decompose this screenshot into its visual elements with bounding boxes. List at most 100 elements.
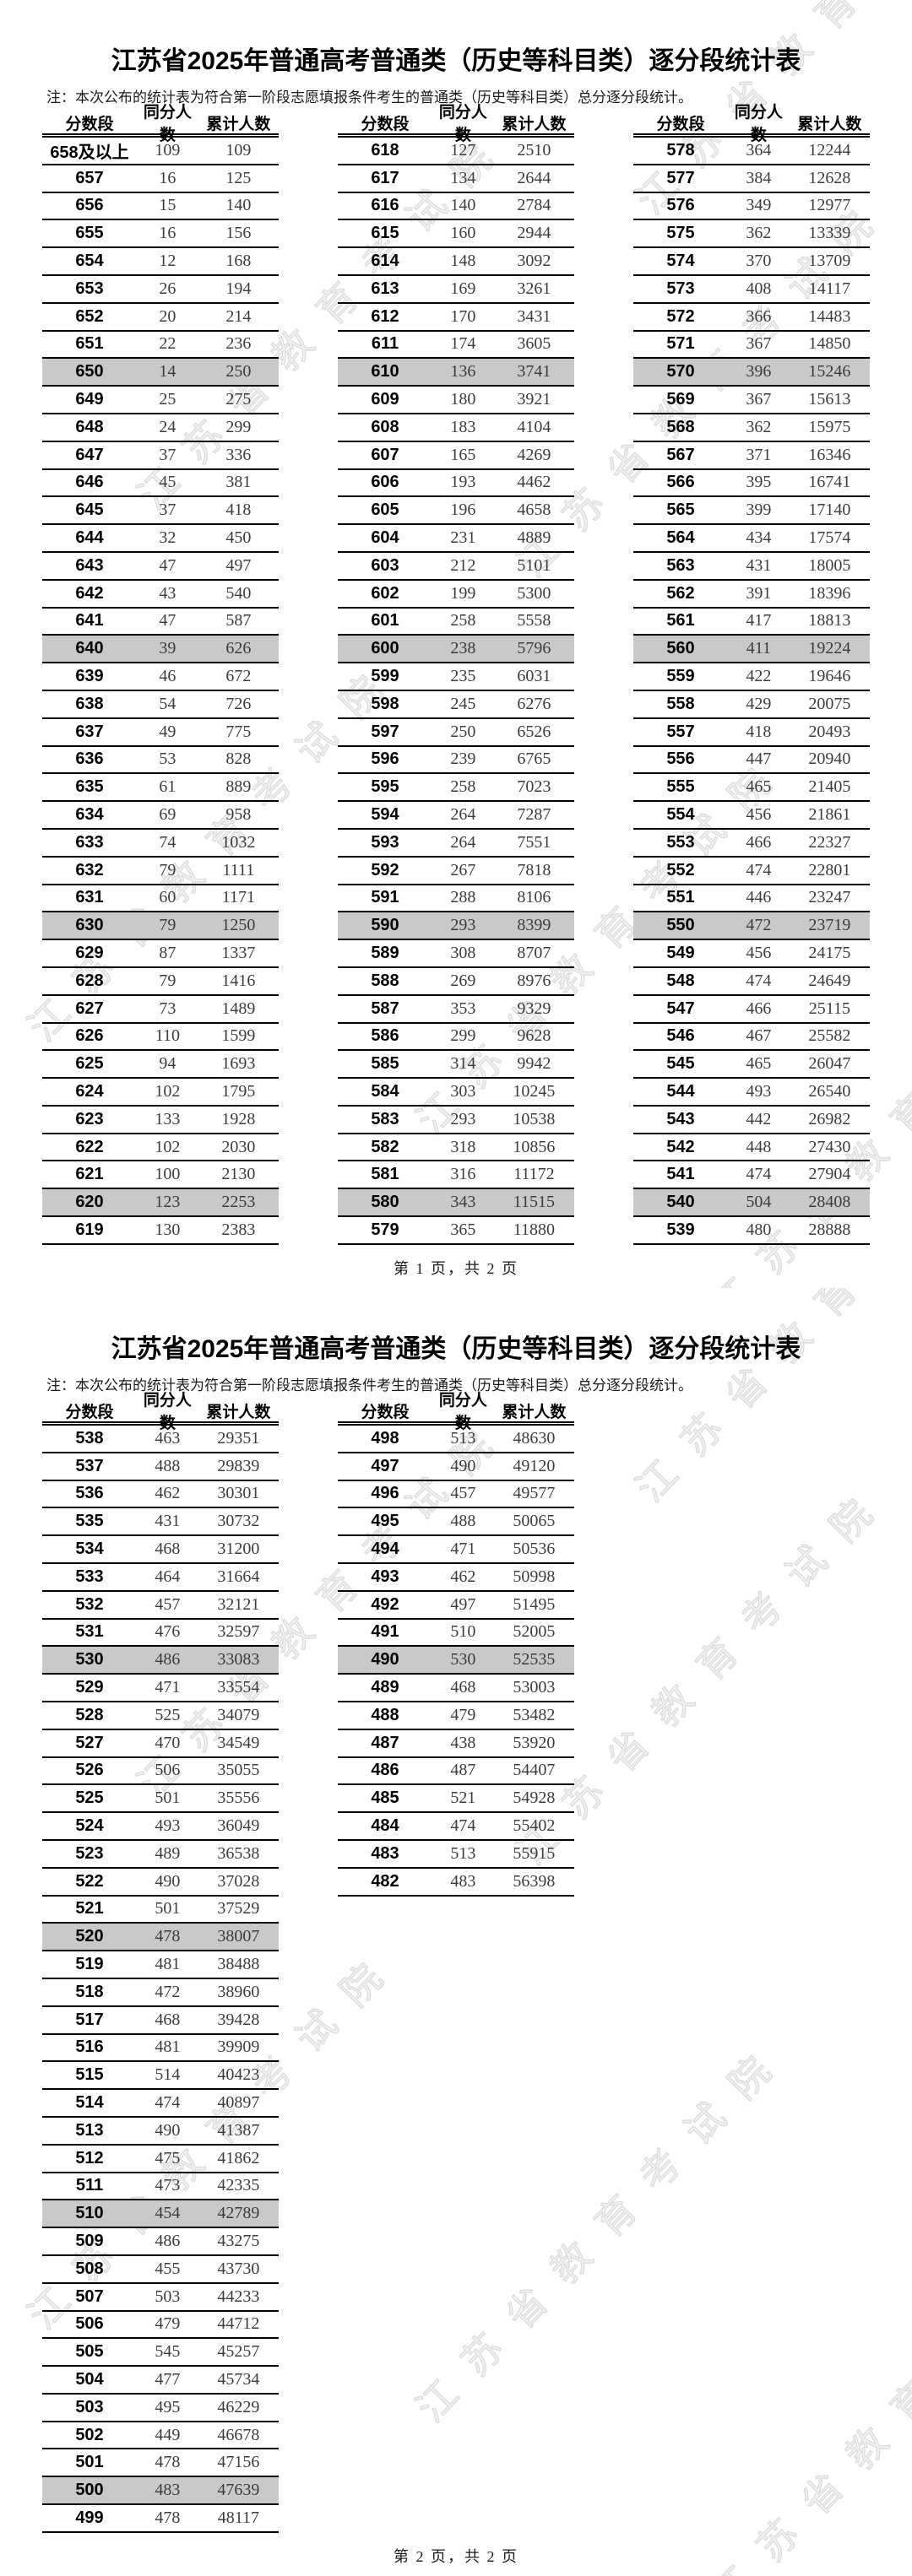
cumulative-count-cell: 21405 xyxy=(808,777,851,797)
cumulative-count-cell: 22801 xyxy=(808,860,851,879)
score-cell: 487 xyxy=(371,1733,399,1752)
table-row: 495 488 50065 xyxy=(338,1508,574,1537)
cumulative-count-cell: 16346 xyxy=(808,445,851,464)
score-cell: 494 xyxy=(371,1540,399,1559)
same-score-count-cell: 468 xyxy=(155,2010,181,2029)
table-row: 628 79 1416 xyxy=(42,968,279,996)
cumulative-count-cell: 13709 xyxy=(808,252,851,271)
cumulative-count-cell: 21861 xyxy=(808,805,851,825)
score-cell: 619 xyxy=(75,1220,104,1239)
cumulative-count-cell: 24175 xyxy=(808,944,851,962)
same-score-count-cell: 472 xyxy=(746,916,772,935)
cumulative-count-cell: 497 xyxy=(225,555,252,575)
score-cell: 557 xyxy=(666,722,695,741)
cumulative-count-cell: 35556 xyxy=(217,1789,260,1808)
cumulative-count-cell: 28408 xyxy=(808,1193,851,1212)
same-score-count-cell: 474 xyxy=(450,1816,476,1836)
score-table-2: 分数段 同分人数 累计人数 618 127 2510 617 xyxy=(338,104,574,1245)
score-cell: 572 xyxy=(666,306,695,326)
cumulative-count-cell: 31200 xyxy=(217,1540,260,1559)
same-score-count-cell: 25 xyxy=(159,390,176,409)
table-row: 620 123 2253 xyxy=(42,1189,279,1218)
table-row: 562 391 18396 xyxy=(633,581,870,609)
table-row: 607 165 4269 xyxy=(338,442,574,470)
score-cell: 540 xyxy=(666,1193,695,1212)
table-row: 612 170 3431 xyxy=(338,304,574,332)
cumulative-count-cell: 3092 xyxy=(517,252,551,271)
same-score-count-cell: 480 xyxy=(746,1220,772,1239)
score-cell: 582 xyxy=(371,1137,399,1156)
cumulative-count-cell: 24649 xyxy=(808,971,851,990)
same-score-count-cell: 456 xyxy=(746,944,772,962)
table-row: 513 490 41387 xyxy=(42,2118,279,2146)
same-score-count-cell: 506 xyxy=(155,1761,181,1780)
score-cell: 578 xyxy=(666,140,695,160)
cumulative-count-cell: 48117 xyxy=(217,2508,260,2527)
score-cell: 521 xyxy=(75,1899,104,1918)
same-score-count-cell: 16 xyxy=(159,168,176,187)
same-score-count-cell: 462 xyxy=(450,1567,476,1586)
cumulative-count-cell: 26540 xyxy=(808,1081,851,1101)
score-cell: 483 xyxy=(371,1843,399,1863)
table-row: 646 45 381 xyxy=(42,470,279,498)
column-header-score-range: 分数段 xyxy=(361,1403,410,1421)
same-score-count-cell: 474 xyxy=(746,1165,772,1184)
cumulative-count-cell: 299 xyxy=(225,417,252,436)
column-header-cumulative-count: 累计人数 xyxy=(502,1403,567,1421)
cumulative-count-cell: 1032 xyxy=(221,832,256,852)
cumulative-count-cell: 958 xyxy=(225,805,252,825)
table-row: 584 303 10245 xyxy=(338,1079,574,1107)
cumulative-count-cell: 22327 xyxy=(808,832,851,852)
same-score-count-cell: 449 xyxy=(155,2425,181,2444)
table-row: 600 238 5796 xyxy=(338,636,574,664)
table-row: 649 25 275 xyxy=(42,387,279,414)
table-row: 553 466 22327 xyxy=(633,830,870,858)
score-cell: 608 xyxy=(371,417,399,436)
cumulative-count-cell: 53920 xyxy=(513,1733,556,1752)
same-score-count-cell: 245 xyxy=(450,694,476,713)
table-row: 624 102 1795 xyxy=(42,1079,279,1107)
score-cell: 513 xyxy=(75,2120,104,2140)
page-number-footer: 第 1 页，共 2 页 xyxy=(394,1259,518,1277)
cumulative-count-cell: 20075 xyxy=(808,694,851,713)
cumulative-count-cell: 12628 xyxy=(808,168,851,187)
cumulative-count-cell: 33083 xyxy=(217,1650,260,1670)
table-row: 487 438 53920 xyxy=(338,1730,574,1758)
cumulative-count-cell: 42335 xyxy=(217,2176,260,2195)
same-score-count-cell: 140 xyxy=(450,196,476,215)
same-score-count-cell: 474 xyxy=(746,971,772,990)
cumulative-count-cell: 30732 xyxy=(217,1512,260,1531)
score-cell: 626 xyxy=(75,1026,104,1046)
same-score-count-cell: 349 xyxy=(746,196,772,215)
same-score-count-cell: 384 xyxy=(746,168,772,187)
table-row: 639 46 672 xyxy=(42,663,279,691)
cumulative-count-cell: 29351 xyxy=(217,1428,260,1448)
same-score-count-cell: 60 xyxy=(159,888,176,907)
same-score-count-cell: 45 xyxy=(159,473,176,492)
cumulative-count-cell: 50065 xyxy=(513,1512,556,1531)
table-row: 605 196 4658 xyxy=(338,497,574,526)
score-cell: 547 xyxy=(666,998,695,1018)
score-cell: 507 xyxy=(75,2286,104,2306)
cumulative-count-cell: 125 xyxy=(225,168,252,187)
page-1: 江苏省教育考试院 江苏省教育考试院 江苏省教育考试院 江苏省教育考试院 江苏省教… xyxy=(19,0,912,1288)
score-cell: 512 xyxy=(75,2148,104,2167)
same-score-count-cell: 417 xyxy=(746,611,772,630)
score-cell: 509 xyxy=(75,2232,104,2250)
table-row: 647 37 336 xyxy=(42,442,279,470)
table-row: 524 493 36049 xyxy=(42,1813,279,1841)
table-row: 561 417 18813 xyxy=(633,609,870,636)
score-cell: 558 xyxy=(666,694,695,713)
table-header: 分数段 同分人数 累计人数 xyxy=(338,1392,574,1432)
same-score-count-cell: 490 xyxy=(155,1871,181,1891)
score-cell: 503 xyxy=(75,2397,104,2416)
table-row: 592 267 7818 xyxy=(338,858,574,885)
score-cell: 484 xyxy=(371,1816,399,1836)
table-row: 506 479 44712 xyxy=(42,2312,279,2340)
column-header-cumulative-count: 累计人数 xyxy=(797,115,862,133)
same-score-count-cell: 470 xyxy=(155,1733,181,1752)
table-body: 578 364 12244 577 384 12628 576 xyxy=(633,138,870,1245)
score-cell: 574 xyxy=(666,252,695,271)
score-cell: 649 xyxy=(75,390,104,409)
score-cell: 539 xyxy=(666,1220,695,1239)
